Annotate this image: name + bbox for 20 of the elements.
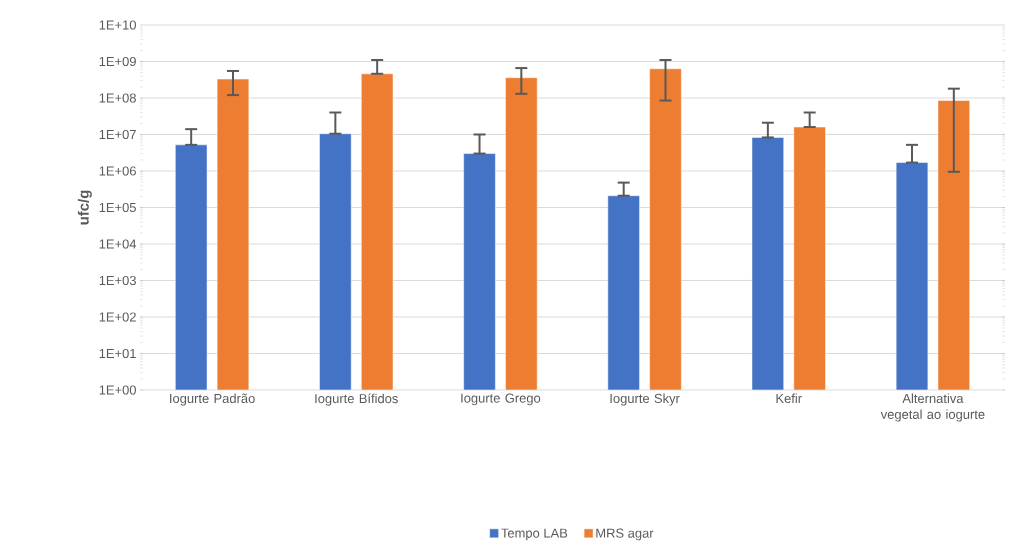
x-tick-label: Iogurte Skyr [610,393,680,406]
x-tick-label: Iogurte Grego [461,393,541,406]
y-tick-label: 1E+06 [99,166,136,176]
y-tick-label: 1E+02 [99,312,136,322]
y-tick-label: 1E+04 [99,239,137,249]
x-tick-label: Iogurte Bífidos [315,393,398,406]
y-tick-label: 1E+10 [99,20,136,30]
x-tick-label: Kefir [776,393,802,404]
legend-label: MRS agar [596,528,654,541]
y-axis-title: ufc/g [77,190,92,225]
y-tick-label: 1E+03 [99,275,136,286]
y-tick-label: 1E+09 [99,56,136,67]
y-tick-label: 1E+07 [99,129,136,140]
x-tick-label: Iogurte Padrão [170,393,255,406]
legend-label: Tempo LAB [501,528,568,541]
y-tick-label: 1E+01 [99,348,136,359]
y-tick-label: 1E+00 [99,385,136,395]
y-tick-label: 1E+05 [99,202,136,213]
x-tick-label: Alternativa vegetal ao iogurte [880,393,985,422]
y-tick-label: 1E+08 [99,93,136,103]
